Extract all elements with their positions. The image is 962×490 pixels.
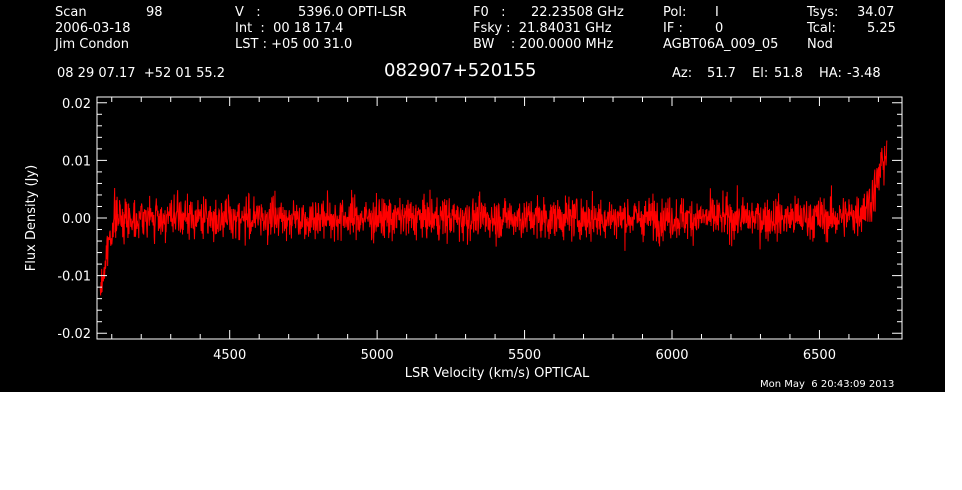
v-label: V : <box>235 5 261 20</box>
int-time: Int : 00 18 17.4 <box>235 21 344 36</box>
spectrum-chart: 4500 5000 5500 6000 6500 -0.02 -0.01 0.00 0.01 0… <box>24 96 903 381</box>
source-name: 082907+520155 <box>384 60 537 81</box>
if-label: IF : <box>663 21 683 36</box>
x-tick-label: 4500 <box>213 348 246 363</box>
lst: LST : +05 00 31.0 <box>235 37 353 52</box>
project-id: AGBT06A_009_05 <box>663 37 779 52</box>
tcal-label: Tcal: <box>807 21 836 36</box>
coordinates: 08 29 07.17 +52 01 55.2 <box>57 66 226 81</box>
x-tick-label: 5500 <box>508 348 541 363</box>
plot-panel: Scan 98 V : 5396.0 OPTI-LSR F0 : 22.2350… <box>0 0 945 392</box>
tsys-label: Tsys: <box>807 5 839 20</box>
obs-mode: Nod <box>807 37 833 52</box>
pol-value: I <box>715 5 719 20</box>
bandwidth: BW : 200.0000 MHz <box>473 37 614 52</box>
pol-label: Pol: <box>663 5 687 20</box>
y-tick-label: 0.00 <box>62 212 91 227</box>
obs-date: 2006-03-18 <box>55 21 131 36</box>
v-value: 5396.0 OPTI-LSR <box>298 5 407 20</box>
x-tick-label: 5000 <box>361 348 394 363</box>
x-tick-label: 6000 <box>655 348 688 363</box>
fsky: Fsky : 21.84031 GHz <box>473 21 612 36</box>
y-axis-label: Flux Density (Jy) <box>24 165 39 271</box>
f0-value: 22.23508 GHz <box>531 5 624 20</box>
x-axis-ticks: 4500 5000 5500 6000 6500 <box>111 97 879 363</box>
tsys-value: 34.07 <box>857 5 895 20</box>
ha-value: -3.48 <box>847 66 881 81</box>
observer: Jim Condon <box>55 37 129 52</box>
x-axis-label: LSR Velocity (km/s) OPTICAL <box>405 366 590 381</box>
el-label: El: <box>752 66 769 81</box>
y-tick-label: -0.01 <box>57 270 91 285</box>
spectrum-trace <box>99 140 888 296</box>
el-value: 51.8 <box>774 66 803 81</box>
tcal-value: 5.25 <box>867 21 896 36</box>
az-value: 51.7 <box>707 66 736 81</box>
ha-label: HA: <box>819 66 842 81</box>
scan-label: Scan <box>55 5 87 20</box>
y-tick-label: 0.01 <box>62 154 91 169</box>
f0-label: F0 : <box>473 5 506 20</box>
if-value: 0 <box>715 21 724 36</box>
y-tick-label: -0.02 <box>57 327 91 342</box>
scan-value: 98 <box>146 5 163 20</box>
spectrum-series-line <box>99 140 888 296</box>
x-tick-label: 6500 <box>803 348 836 363</box>
y-axis-ticks: -0.02 -0.01 0.00 0.01 0.02 <box>57 97 902 342</box>
plot-timestamp: Mon May 6 20:43:09 2013 <box>760 379 895 390</box>
y-tick-label: 0.02 <box>62 97 91 112</box>
az-label: Az: <box>672 66 693 81</box>
